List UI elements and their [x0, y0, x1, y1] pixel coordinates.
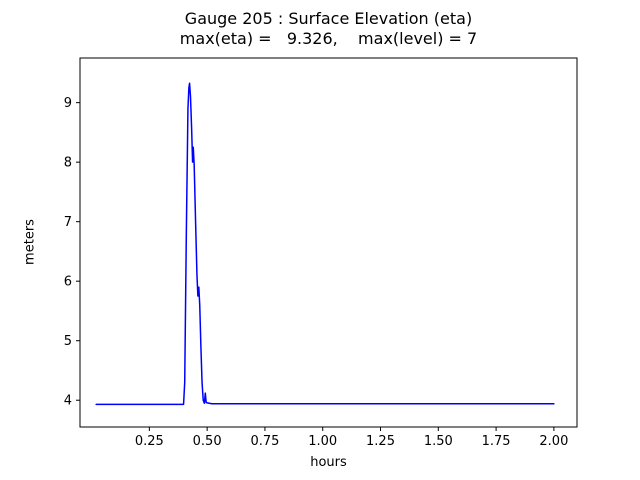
x-tick-label: 2.00	[539, 434, 568, 449]
y-tick-label: 7	[64, 215, 72, 230]
x-tick-label: 1.75	[482, 434, 511, 449]
x-tick-label: 1.00	[308, 434, 337, 449]
x-tick-label: 1.25	[366, 434, 395, 449]
y-tick-label: 5	[64, 334, 72, 349]
x-tick-label: 0.75	[250, 434, 279, 449]
y-tick-label: 6	[64, 275, 72, 290]
x-tick-label: 0.25	[135, 434, 164, 449]
x-tick-label: 1.50	[424, 434, 453, 449]
axes-box	[79, 57, 578, 428]
y-tick-label: 4	[64, 394, 72, 409]
x-tick-label: 0.50	[193, 434, 222, 449]
x-axis-label: hours	[310, 455, 347, 470]
y-tick-label: 9	[64, 96, 72, 111]
chart-title: Gauge 205 : Surface Elevation (eta)	[184, 9, 473, 28]
data-line-eta	[95, 82, 555, 406]
chart-subtitle: max(eta) = 9.326, max(level) = 7	[179, 29, 478, 48]
y-tick-label: 8	[64, 156, 72, 171]
